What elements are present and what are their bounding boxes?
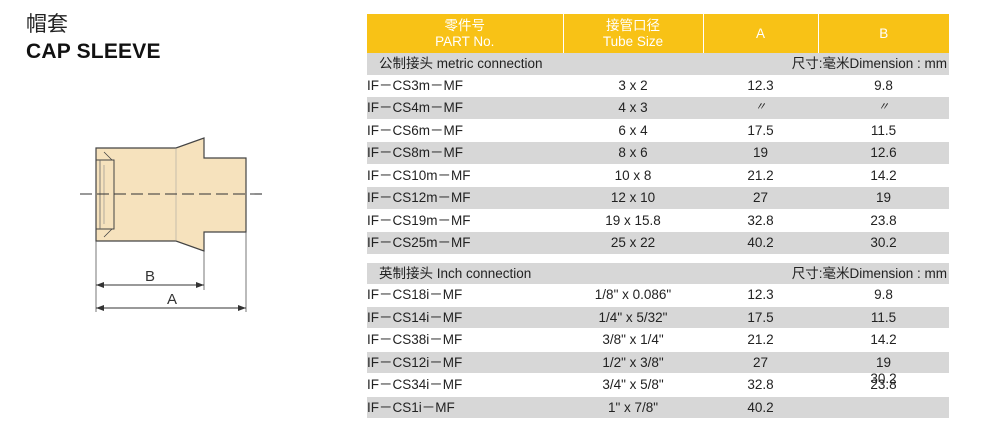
part-number-cell: IF－CS12i－MF <box>367 351 563 374</box>
section-row-inch: 英制接头 Inch connection 尺寸:毫米Dimension : mm <box>367 262 949 284</box>
spec-table: 零件号 PART No. 接管口径 Tube Size A B 公制接头 metri… <box>367 14 949 419</box>
header-part-no: 零件号 PART No. <box>367 14 564 53</box>
dim-a-cell: 12.3 <box>703 284 818 307</box>
dim-a-cell: 17.5 <box>703 119 818 142</box>
dimension-label-b: B <box>145 268 155 285</box>
table-row: IF－CS34i－MF 3/4" x 5/8" 32.8 23.8 30.2 <box>367 371 949 397</box>
cap-sleeve-drawing: B A <box>80 137 262 312</box>
dimension-label-a: A <box>167 291 177 308</box>
dim-a-cell: 40.2 <box>703 231 818 255</box>
dim-b-cell: 14.2 <box>818 164 949 187</box>
table-row: IF－CS19m－MF 19 x 15.8 32.8 23.8 <box>367 209 949 232</box>
dim-b-cell: 23.8 <box>818 209 949 232</box>
tube-size-cell: 3/4" x 5/8" <box>563 373 703 397</box>
page-title-en: CAP SLEEVE <box>26 40 161 63</box>
header-a: A <box>703 14 819 53</box>
dim-b-cell: 19 <box>818 186 949 210</box>
dim-a-cell: 12.3 <box>703 74 818 97</box>
table-row: IF－CS10m－MF 10 x 8 21.2 14.2 <box>367 164 949 187</box>
dim-a-cell: 21.2 <box>703 164 818 187</box>
tube-size-cell: 1/8" x 0.086" <box>563 284 703 307</box>
dim-b-cell: 9.8 <box>818 74 949 97</box>
dim-b-overlap-value: 30.2 <box>870 371 897 386</box>
dim-a-cell: 32.8 <box>703 373 818 397</box>
page-title-cn: 帽套 <box>26 12 68 36</box>
dim-b-cell: 11.5 <box>818 306 949 329</box>
dim-b-cell: 23.8 30.2 <box>818 371 949 397</box>
dim-a-cell: 17.5 <box>703 306 818 329</box>
table-row: IF－CS38i－MF 3/8" x 1/4" 21.2 14.2 <box>367 328 949 352</box>
dim-b-cell: 9.8 <box>818 284 949 307</box>
dim-b-cell: 12.6 <box>818 141 949 165</box>
part-number-cell: IF－CS1i－MF <box>367 396 563 419</box>
dim-b-cell: 30.2 <box>818 231 949 255</box>
part-number-cell: IF－CS3m－MF <box>367 74 563 97</box>
dim-b-cell: 11.5 <box>818 119 949 142</box>
part-number-cell: IF－CS8m－MF <box>367 141 563 165</box>
tube-size-cell: 19 x 15.8 <box>563 209 703 232</box>
table-row: IF－CS4m－MF 4 x 3 〃〃 <box>367 96 949 120</box>
dim-a-cell: 27 <box>703 186 818 210</box>
part-number-cell: IF－CS12m－MF <box>367 186 563 210</box>
table-row: IF－CS12m－MF 12 x 10 27 19 <box>367 186 949 210</box>
dim-a-cell: 40.2 <box>703 396 818 419</box>
dim-b-value: 23.8 <box>870 377 897 392</box>
section-row-metric: 公制接头 metric connection 尺寸:毫米Dimension : … <box>367 53 949 75</box>
part-number-cell: IF－CS6m－MF <box>367 119 563 142</box>
tube-size-cell: 12 x 10 <box>563 186 703 210</box>
tube-size-cell: 4 x 3 <box>563 96 703 120</box>
section-unit-metric: 尺寸:毫米Dimension : mm <box>703 53 949 75</box>
tube-size-cell: 1/4" x 5/32" <box>563 306 703 329</box>
part-number-cell: IF－CS19m－MF <box>367 209 563 232</box>
part-number-cell: IF－CS38i－MF <box>367 328 563 352</box>
dim-a-cell: 19 <box>703 141 818 165</box>
section-unit-inch: 尺寸:毫米Dimension : mm <box>703 262 949 284</box>
dim-b-cell: 14.2 <box>818 328 949 352</box>
dim-a-cell: 32.8 <box>703 209 818 232</box>
table-row: IF－CS25m－MF 25 x 22 40.2 30.2 <box>367 231 949 255</box>
part-number-cell: IF－CS34i－MF <box>367 373 563 397</box>
tube-size-cell: 8 x 6 <box>563 141 703 165</box>
header-b: B <box>818 14 949 53</box>
part-number-cell: IF－CS4m－MF <box>367 96 563 120</box>
section-label-metric: 公制接头 metric connection <box>367 53 703 75</box>
dim-b-cell <box>818 396 949 419</box>
part-number-cell: IF－CS25m－MF <box>367 231 563 255</box>
tube-size-cell: 3 x 2 <box>563 74 703 97</box>
table-header-row: 零件号 PART No. 接管口径 Tube Size A B <box>367 14 949 53</box>
section-label-inch: 英制接头 Inch connection <box>367 262 703 284</box>
part-number-cell: IF－CS14i－MF <box>367 306 563 329</box>
table-row: IF－CS6m－MF 6 x 4 17.5 11.5 <box>367 119 949 142</box>
dim-b-cell: 19 <box>818 351 949 374</box>
header-tube-size: 接管口径 Tube Size <box>563 14 704 53</box>
tube-size-cell: 1/2" x 3/8" <box>563 351 703 374</box>
dim-a-cell: 〃 <box>703 96 818 120</box>
table-row: IF－CS14i－MF 1/4" x 5/32" 17.5 11.5 <box>367 306 949 329</box>
dim-a-cell: 21.2 <box>703 328 818 352</box>
table-row: IF－CS1i－MF 1" x 7/8" 40.2 <box>367 396 949 419</box>
tube-size-cell: 25 x 22 <box>563 231 703 255</box>
table-row: IF－CS8m－MF 8 x 6 19 12.6 <box>367 141 949 165</box>
table-row: IF－CS3m－MF 3 x 2 12.3 9.8 <box>367 74 949 97</box>
part-number-cell: IF－CS10m－MF <box>367 164 563 187</box>
dim-b-cell: 〃 <box>818 96 949 120</box>
tube-size-cell: 1" x 7/8" <box>563 396 703 419</box>
tube-size-cell: 6 x 4 <box>563 119 703 142</box>
table-row: IF－CS18i－MF 1/8" x 0.086" 12.3 9.8 <box>367 284 949 307</box>
dim-a-cell: 27 <box>703 351 818 374</box>
table-row: IF－CS12i－MF 1/2" x 3/8" 27 19 <box>367 351 949 374</box>
tube-size-cell: 3/8" x 1/4" <box>563 328 703 352</box>
part-number-cell: IF－CS18i－MF <box>367 284 563 307</box>
tube-size-cell: 10 x 8 <box>563 164 703 187</box>
